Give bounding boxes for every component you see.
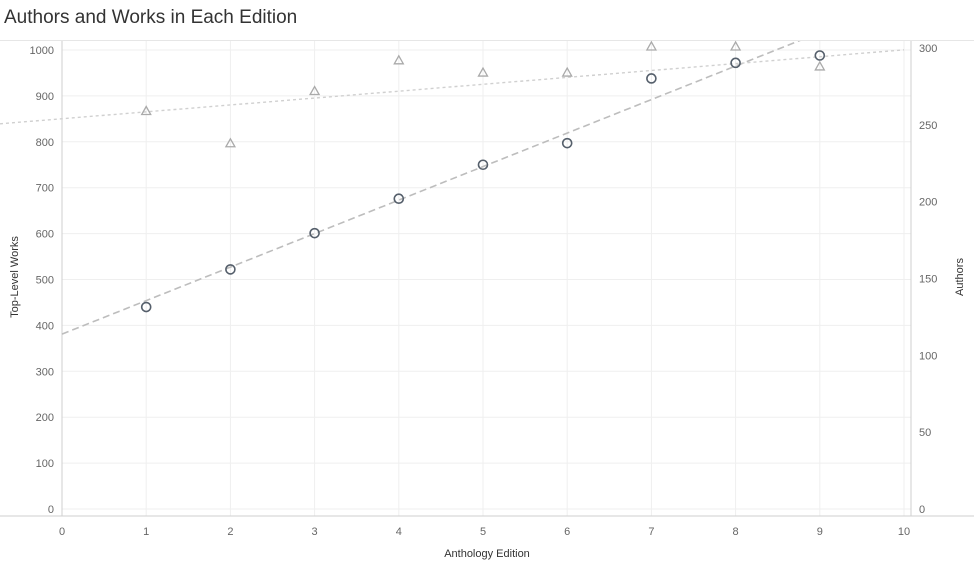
trend-lines [0,41,905,335]
x-tick-label: 3 [312,526,318,538]
works-circle-mark [393,193,405,205]
works-circle-mark [561,137,573,149]
x-tick-label: 2 [227,526,233,538]
works-circle-mark [140,301,152,313]
x-tick-label: 7 [648,526,654,538]
y-left-tick-label: 400 [36,320,54,332]
works-circle-mark [225,264,236,275]
works-circle-mark [646,73,657,84]
authors-triangle-mark [477,66,489,77]
works-trend-line [61,41,801,335]
x-tick-label: 4 [396,526,402,538]
y-left-tick-label: 200 [36,412,54,424]
x-tick-label: 1 [143,526,149,538]
authors-triangle-mark [561,66,573,77]
y-right-tick-label: 150 [919,274,937,286]
works-circle-mark [730,57,741,69]
chart-title: Authors and Works in Each Edition [4,7,298,28]
y-left-tick-label: 800 [36,137,54,149]
title-divider [0,40,974,41]
authors-triangle-mark [645,40,658,51]
y-left-tick-label: 500 [36,275,54,287]
y-right-tick-label: 200 [919,197,937,209]
works-circle-mark [477,159,489,171]
authors-triangle-mark [814,60,826,71]
authors-triangle-mark [308,85,321,96]
grid-lines [61,41,911,516]
y-right-tick-label: 50 [919,427,931,439]
y-axis-left-label: Top-Level Works [9,236,21,318]
data-marks [140,40,826,313]
y-left-tick-label: 900 [36,91,54,103]
y-left-tick-label: 300 [36,366,54,378]
y-right-tick-label: 300 [919,43,937,55]
x-tick-label: 6 [564,526,570,538]
x-tick-label: 9 [817,526,823,538]
y-left-tick-label: 1000 [30,45,54,57]
tick-labels: 0 1 2 3 4 5 6 7 8 9 100100200300400500600700800900… [30,43,938,538]
authors-triangle-mark [729,40,742,51]
y-left-tick-label: 0 [48,504,54,516]
y-right-tick-label: 0 [919,504,925,516]
authors-trend-line [0,49,905,125]
y-left-tick-label: 700 [36,183,54,195]
x-tick-label: 10 [898,526,910,538]
authors-triangle-mark [393,54,405,65]
y-left-tick-label: 600 [36,229,54,241]
x-tick-label: 5 [480,526,486,538]
authors-triangle-mark [224,137,237,148]
works-circle-mark [309,227,320,239]
y-left-tick-label: 100 [36,458,54,470]
authors-triangle-mark [140,105,152,116]
x-tick-label: 0 [59,526,65,538]
x-axis-label: Anthology Edition [444,548,530,560]
x-tick-label: 8 [733,526,739,538]
y-right-tick-label: 250 [919,120,937,132]
works-circle-mark [814,50,826,61]
y-axis-right-label: Authors [954,258,966,296]
axes [0,41,974,517]
y-right-tick-label: 100 [919,350,937,362]
